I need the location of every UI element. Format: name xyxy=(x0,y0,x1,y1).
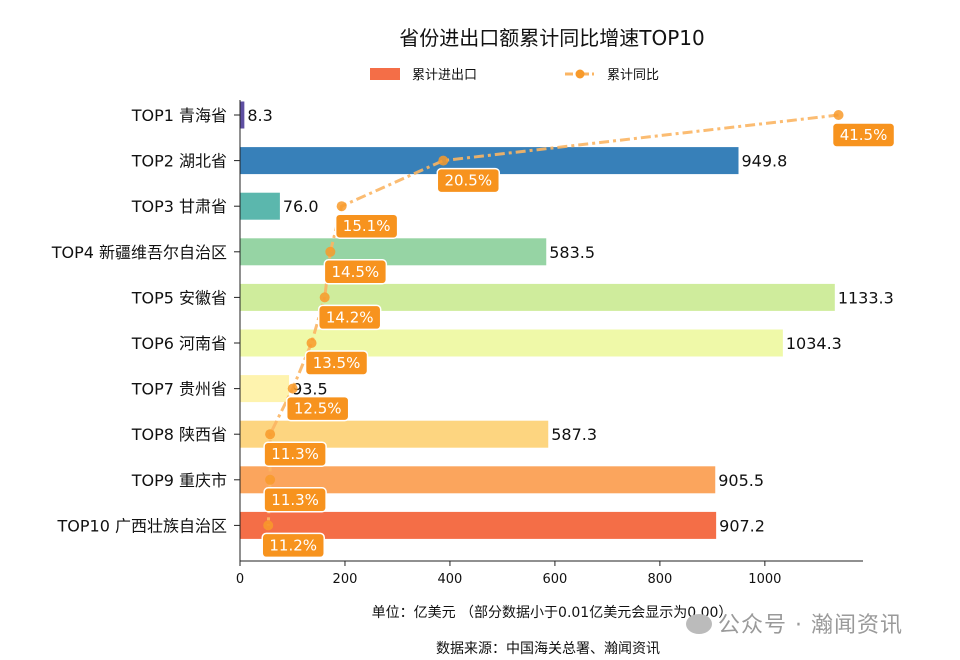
bar xyxy=(240,238,547,266)
growth-label-box xyxy=(334,213,399,239)
bar-value-label: 1034.3 xyxy=(786,334,842,353)
watermark-text: 公众号 · 瀚闻资讯 xyxy=(718,613,903,638)
legend-bar-swatch xyxy=(370,68,400,80)
growth-label-box xyxy=(261,532,325,559)
growth-label-box xyxy=(304,350,369,376)
growth-label: 15.1% xyxy=(343,217,391,235)
growth-label-box xyxy=(436,167,501,194)
legend-line-label: 累计同比 xyxy=(607,68,659,83)
bar-value-label: 76.0 xyxy=(283,197,319,216)
growth-marker xyxy=(306,338,317,348)
growth-label: 11.3% xyxy=(271,445,319,463)
source-note: 数据来源：中国海关总署、瀚闻资讯 xyxy=(436,641,660,657)
category-label: TOP1 青海省 xyxy=(131,106,227,125)
growth-label-box xyxy=(263,441,327,467)
growth-label: 11.2% xyxy=(269,536,317,554)
bar-value-label: 1133.3 xyxy=(838,288,894,307)
growth-label: 14.2% xyxy=(326,308,374,326)
category-label: TOP6 河南省 xyxy=(131,334,227,353)
growth-label: 12.5% xyxy=(294,400,342,418)
growth-label-box xyxy=(285,395,350,422)
x-axis-label: 单位：亿美元 （部分数据小于0.01亿美元会显示为0.00） xyxy=(372,605,733,621)
bar-value-label: 907.2 xyxy=(719,516,765,535)
growth-marker xyxy=(319,292,330,303)
category-label: TOP5 安徽省 xyxy=(131,288,227,307)
category-label: TOP4 新疆维吾尔自治区 xyxy=(51,243,227,262)
growth-label-box xyxy=(323,259,388,285)
bar-value-label: 949.8 xyxy=(742,152,788,171)
growth-marker xyxy=(336,201,347,212)
growth-label-box xyxy=(831,122,896,148)
growth-marker xyxy=(263,520,274,531)
legend-bar-label: 累计进出口 xyxy=(412,68,477,83)
growth-marker xyxy=(325,246,336,257)
legend-line-marker xyxy=(575,69,585,79)
growth-marker xyxy=(287,383,298,394)
x-tick-label: 800 xyxy=(647,572,672,587)
growth-label-box xyxy=(263,487,327,513)
growth-marker xyxy=(438,155,449,166)
category-label: TOP10 广西壮族自治区 xyxy=(57,516,227,535)
bar-value-label: 93.5 xyxy=(292,380,328,399)
growth-label-box xyxy=(317,304,382,331)
bar-value-label: 583.5 xyxy=(549,243,595,262)
bar-value-label: 8.3 xyxy=(247,106,272,125)
bar xyxy=(240,101,245,129)
chart-title: 省份进出口额累计同比增速TOP10 xyxy=(399,26,704,50)
bar-value-label: 905.5 xyxy=(718,471,764,490)
bar-value-label: 587.3 xyxy=(551,425,597,444)
growth-marker xyxy=(265,429,276,440)
category-label: TOP9 重庆市 xyxy=(131,471,227,490)
growth-label: 20.5% xyxy=(444,172,492,190)
growth-label: 41.5% xyxy=(840,126,888,144)
x-tick-label: 1000 xyxy=(748,572,781,587)
bar xyxy=(240,192,280,220)
growth-label: 13.5% xyxy=(313,354,361,372)
wechat-icon xyxy=(686,614,712,634)
category-label: TOP2 湖北省 xyxy=(131,152,227,171)
growth-label: 11.3% xyxy=(271,491,319,509)
category-label: TOP7 贵州省 xyxy=(131,380,227,399)
category-label: TOP3 甘肃省 xyxy=(131,197,227,216)
x-tick-label: 200 xyxy=(333,572,358,587)
bar xyxy=(240,375,290,403)
x-tick-label: 0 xyxy=(236,572,244,587)
category-label: TOP8 陕西省 xyxy=(131,425,227,444)
growth-marker xyxy=(833,110,844,120)
watermark: 公众号 · 瀚闻资讯 xyxy=(686,607,903,639)
growth-label: 14.5% xyxy=(332,263,380,281)
x-tick-label: 600 xyxy=(542,572,567,587)
x-tick-label: 400 xyxy=(438,572,463,587)
growth-marker xyxy=(265,474,276,485)
